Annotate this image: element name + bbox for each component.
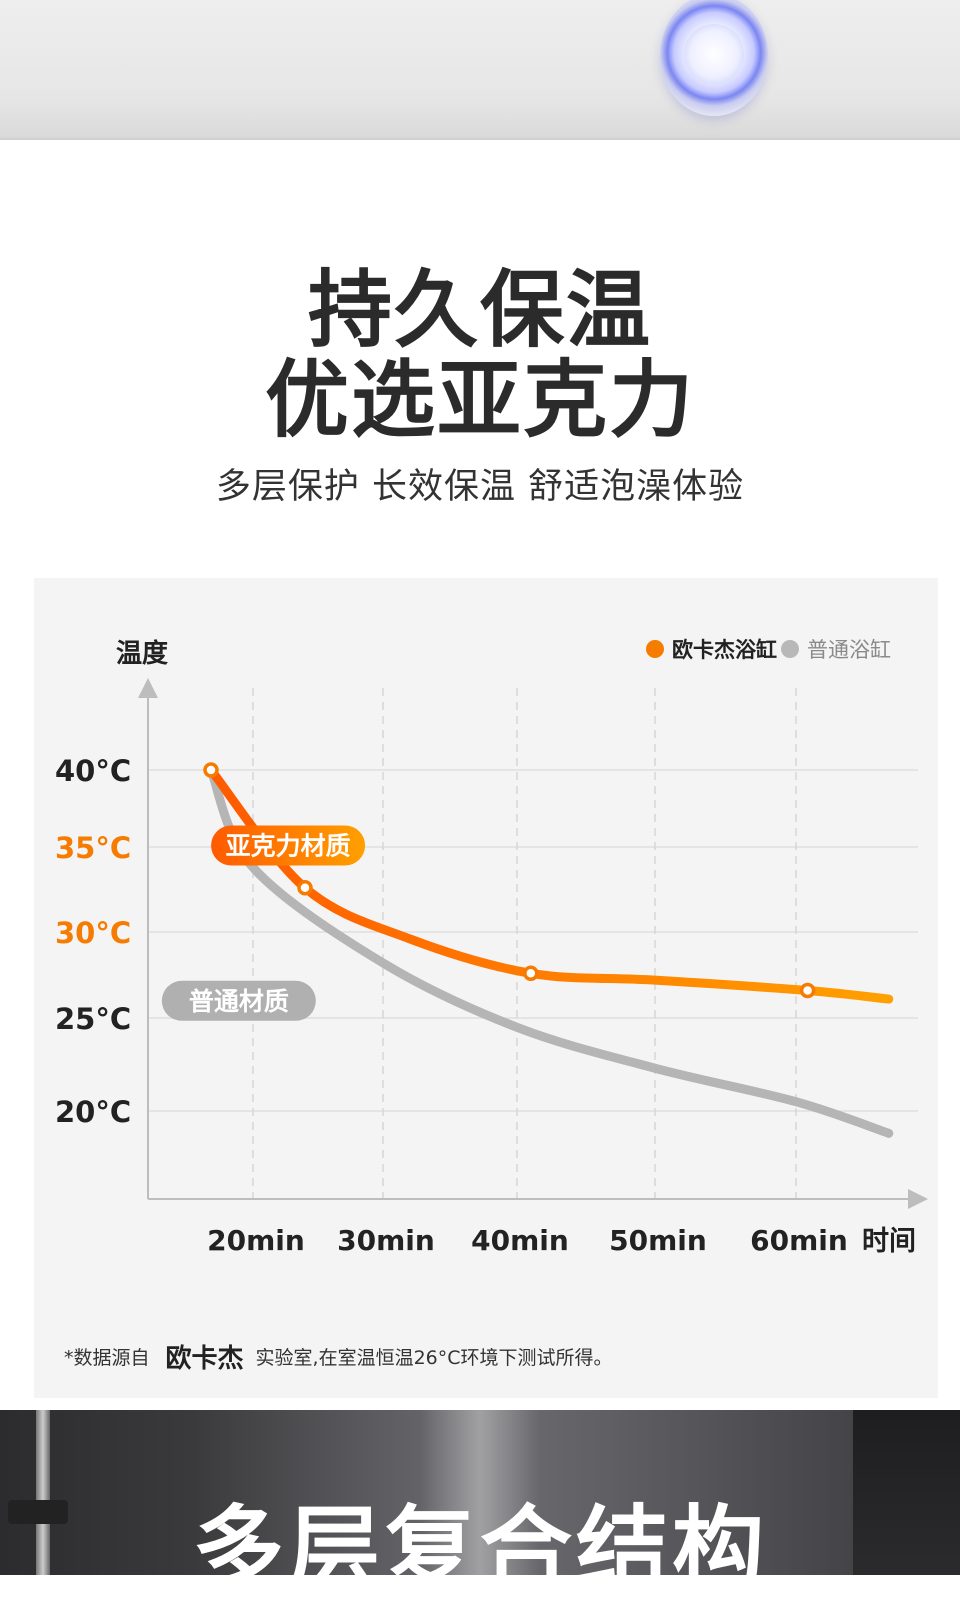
data-point-okajie <box>203 762 219 778</box>
gray-dot-icon <box>781 640 799 658</box>
shower-pipe-image <box>36 1410 50 1575</box>
y-tick-label: 40°C <box>55 754 131 788</box>
x-axis-title: 时间 <box>862 1226 916 1257</box>
series-label-okajie-text: 亚克力材质 <box>226 831 351 860</box>
orange-dot-icon <box>646 640 664 658</box>
data-point-okajie <box>799 982 816 999</box>
data-point-okajie <box>523 965 539 982</box>
footnote-brand: 欧卡杰 <box>165 1343 244 1374</box>
product-photo-top <box>0 0 960 140</box>
y-tick-label: 35°C <box>55 831 131 865</box>
series-label-okajie-pill <box>211 825 366 866</box>
y-tick-label: 30°C <box>55 916 131 950</box>
x-tick-label: 30min <box>337 1224 435 1257</box>
hero-title-line1: 持久保温 <box>307 261 652 359</box>
temperature-line-chart: 40°C 35°C 30°C 25°C 20°C 20min 30min 40min 50min… <box>55 638 928 1257</box>
y-axis-title: 温度 <box>116 638 168 669</box>
dark-frame-image <box>850 1410 960 1575</box>
data-source-footnote: *数据源自 欧卡杰 实验室,在室温恒温26°C环境下测试所得。 <box>64 1338 613 1374</box>
series-label-normal-text: 普通材质 <box>189 987 289 1016</box>
x-tick-label: 40min <box>471 1224 569 1257</box>
y-tick-label: 25°C <box>55 1002 131 1036</box>
x-tick-label: 50min <box>609 1224 707 1257</box>
footnote-suffix: 实验室,在室温恒温26°C环境下测试所得。 <box>255 1346 613 1369</box>
legend-item-okajie: 欧卡杰浴缸 <box>646 634 777 664</box>
section-title-structure: 多层复合结构 <box>191 1496 768 1603</box>
legend-label-normal: 普通浴缸 <box>807 638 891 662</box>
series-line-normal <box>206 765 894 1138</box>
series-line-okajie <box>206 765 894 1004</box>
bathroom-photo-bottom <box>0 1410 960 1575</box>
data-point-okajie <box>297 880 313 896</box>
x-tick-label: 20min <box>207 1224 305 1257</box>
hero-subtitle: 多层保护 长效保温 舒适泡澡体验 <box>215 467 745 507</box>
legend-label-okajie: 欧卡杰浴缸 <box>672 638 777 662</box>
series-label-normal-pill <box>161 980 316 1021</box>
shower-head-image <box>8 1500 68 1524</box>
x-tick-label: 60min <box>750 1224 848 1257</box>
legend-item-normal: 普通浴缸 <box>781 634 891 664</box>
footnote-prefix: *数据源自 <box>64 1346 150 1369</box>
hero-title-line2: 优选亚克力 <box>264 351 695 449</box>
massage-jet-image <box>660 0 768 116</box>
y-tick-label: 20°C <box>55 1095 131 1129</box>
